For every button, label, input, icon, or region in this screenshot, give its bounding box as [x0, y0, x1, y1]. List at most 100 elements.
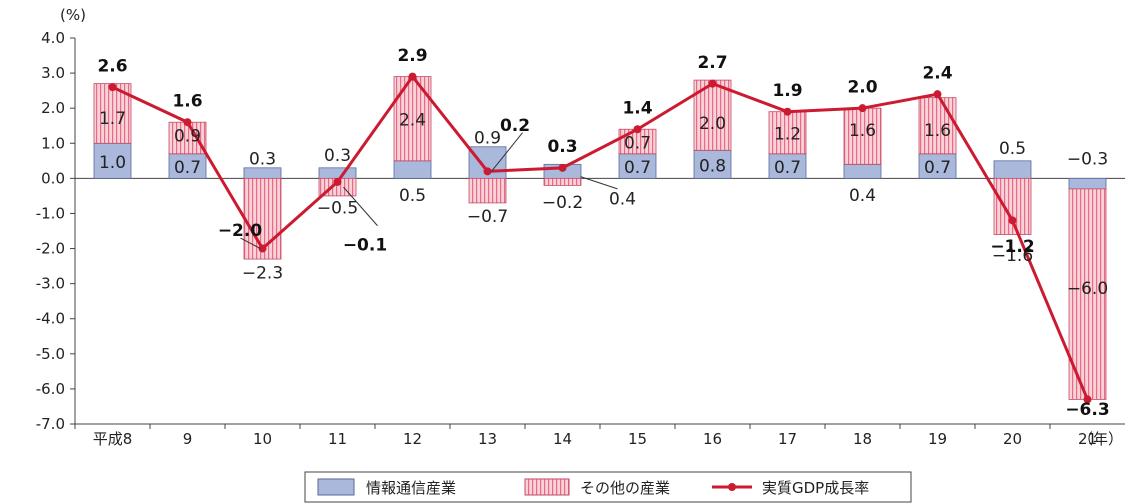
leader-line	[580, 176, 618, 190]
x-tick-label: 14	[553, 430, 572, 448]
legend-swatch-1	[317, 478, 355, 496]
x-tick-label: 12	[403, 430, 422, 448]
y-tick-label: 0.0	[41, 169, 65, 187]
label-その他の産業: 1.2	[774, 125, 801, 145]
label-情報通信産業: 1.0	[99, 153, 126, 173]
x-tick-label: 21	[1078, 430, 1097, 448]
legend-label-2: その他の産業	[580, 479, 670, 497]
label-情報通信産業: 0.7	[924, 158, 951, 178]
label-情報通信産業: 0.5	[399, 186, 426, 206]
y-tick-label: -2.0	[36, 240, 65, 258]
bar-その他の産業	[693, 79, 732, 151]
bar-情報通信産業	[93, 142, 132, 179]
y-tick-label: -1.0	[36, 204, 65, 222]
gdp-label: 1.9	[772, 81, 802, 101]
bar-その他の産業	[1068, 188, 1107, 400]
bar-その他の産業	[843, 107, 882, 165]
label-情報通信産業: 0.3	[249, 149, 276, 169]
gdp-point	[1008, 216, 1017, 225]
gdp-label: 2.0	[847, 77, 877, 97]
label-その他の産業: −0.5	[317, 198, 358, 218]
y-unit-label: (%)	[60, 6, 86, 24]
bar-情報通信産業	[243, 167, 282, 179]
label-その他の産業: −1.6	[992, 246, 1033, 266]
label-情報通信産業: 0.7	[624, 158, 651, 178]
x-tick-label: 18	[853, 430, 872, 448]
gdp-point	[108, 83, 117, 92]
label-その他の産業: 2.0	[699, 114, 726, 134]
gdp-point	[258, 244, 267, 253]
x-tick-label: 11	[328, 430, 347, 448]
gdp-point	[708, 79, 717, 88]
label-情報通信産業: −0.3	[1067, 149, 1108, 169]
bar-情報通信産業	[1068, 177, 1107, 190]
leader-line	[240, 237, 261, 249]
gdp-point	[933, 90, 942, 99]
x-tick-label: 17	[778, 430, 797, 448]
label-情報通信産業: 0.8	[699, 156, 726, 176]
label-その他の産業: −0.2	[542, 193, 583, 213]
gdp-point	[558, 163, 567, 172]
x-tick-label: 19	[928, 430, 947, 448]
bar-その他の産業	[768, 111, 807, 155]
gdp-point	[408, 72, 417, 81]
label-情報通信産業: 0.5	[999, 139, 1026, 159]
x-tick-label: 9	[183, 430, 193, 448]
gdp-label: 1.6	[172, 91, 202, 111]
gdp-label: 0.2	[500, 116, 530, 136]
label-情報通信産業: 0.4	[849, 186, 876, 206]
bar-情報通信産業	[618, 153, 657, 179]
label-その他の産業: 0.7	[624, 134, 651, 154]
legend-label-1: 情報通信産業	[366, 479, 456, 497]
label-その他の産業: 2.4	[399, 111, 426, 131]
gdp-label: 2.7	[697, 53, 727, 73]
gdp-label: 2.4	[922, 63, 952, 83]
x-tick-label: 10	[253, 430, 272, 448]
label-その他の産業: 1.6	[924, 121, 951, 141]
bar-その他の産業	[918, 97, 957, 155]
x-unit-label: （年）	[1078, 430, 1123, 448]
bar-情報通信産業	[393, 160, 432, 179]
bar-情報通信産業	[918, 153, 957, 179]
label-情報通信産業: 0.4	[609, 190, 636, 210]
x-tick-label: 平成8	[93, 430, 133, 448]
y-tick-label: -3.0	[36, 275, 65, 293]
bar-その他の産業	[993, 177, 1032, 235]
gdp-label: −2.0	[218, 221, 263, 241]
gdp-line	[108, 72, 1092, 404]
gdp-label: −0.1	[343, 235, 387, 255]
label-その他の産業: −2.3	[242, 263, 283, 283]
bar-情報通信産業	[843, 163, 882, 179]
leader-line	[491, 132, 523, 172]
legend: 情報通信産業 その他の産業 実質GDP成長率	[304, 471, 912, 503]
label-その他の産業: 0.9	[174, 127, 201, 147]
gdp-point	[633, 125, 642, 134]
bars	[93, 76, 1107, 400]
y-tick-label: -7.0	[36, 415, 65, 433]
gdp-label: 0.3	[547, 137, 577, 157]
gdp-point	[183, 118, 192, 127]
gdp-label: −6.3	[1065, 400, 1109, 420]
bar-情報通信産業	[993, 160, 1032, 179]
gdp-label: 1.4	[622, 98, 652, 118]
x-tick-label: 15	[628, 430, 647, 448]
gdp-polyline	[111, 74, 1089, 401]
gdp-label: 2.6	[97, 56, 127, 76]
leader-line	[343, 186, 378, 227]
gdp-point	[483, 167, 492, 176]
label-情報通信産業: 0.7	[174, 158, 201, 178]
y-tick-label: 2.0	[41, 99, 65, 117]
gdp-point	[783, 107, 792, 116]
y-tick-label: -6.0	[36, 380, 65, 398]
x-tick-label: 20	[1003, 430, 1022, 448]
gdp-point	[333, 177, 342, 186]
bar-その他の産業	[543, 177, 582, 186]
y-tick-label: 1.0	[41, 134, 65, 152]
x-tick-label: 16	[703, 430, 722, 448]
label-情報通信産業: 0.7	[774, 158, 801, 178]
data-labels: 1.0 1.7 0.7 0.9 0.3 −2.3 0.3 −0.5 0.5 2.4 0.9 −0.7 0…	[97, 46, 1109, 420]
label-情報通信産業: 0.3	[324, 146, 351, 166]
gdp-point	[858, 104, 867, 113]
label-その他の産業: 1.7	[99, 109, 126, 129]
